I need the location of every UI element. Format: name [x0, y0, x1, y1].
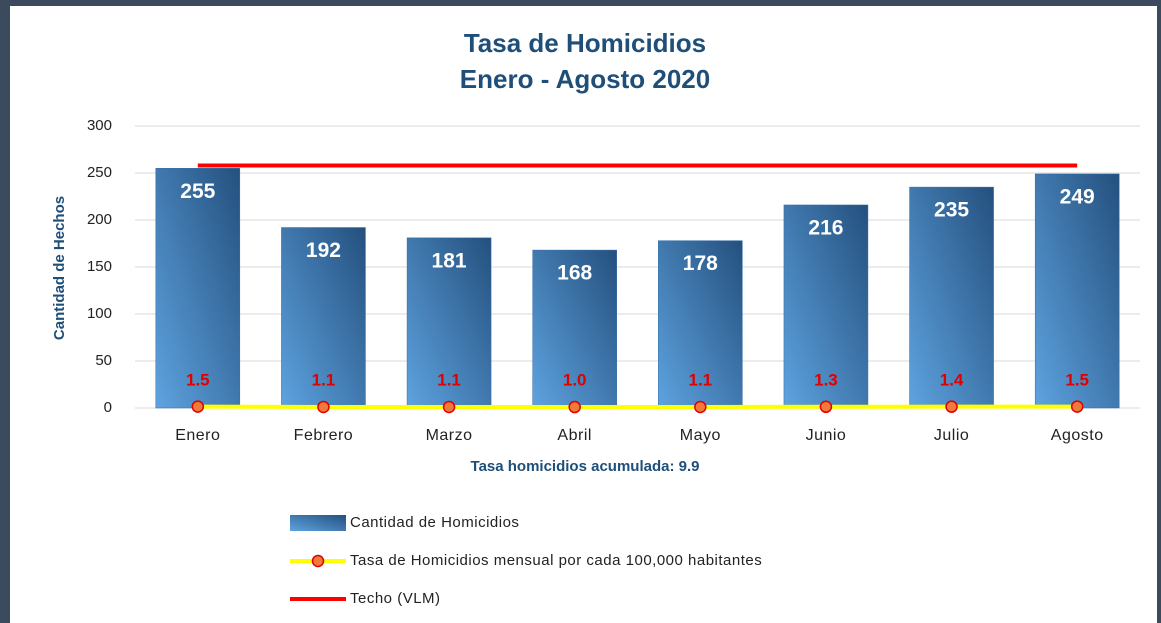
point	[1070, 400, 1084, 413]
point	[945, 400, 958, 413]
x-tick-label: Mayo	[680, 427, 721, 444]
y-tick-label: 0	[104, 399, 112, 416]
bar-value-label: 178	[683, 252, 718, 275]
bar	[532, 249, 617, 409]
x-tick-label: Marzo	[426, 427, 473, 444]
x-tick-label: Junio	[806, 427, 847, 444]
x-tick-label: Febrero	[294, 427, 354, 444]
x-tick-label: Enero	[175, 427, 220, 444]
y-tick-label: 300	[87, 117, 112, 134]
point	[191, 400, 205, 413]
legend-label: Tasa de Homicidios mensual por cada 100,…	[350, 552, 762, 569]
bar	[783, 204, 869, 409]
bar	[1034, 173, 1120, 409]
point	[568, 400, 581, 414]
bar	[909, 186, 994, 409]
bar	[658, 240, 743, 409]
legend-marker	[311, 554, 325, 568]
bar-value-label: 255	[180, 180, 215, 203]
legend-label: Cantidad de Homicidios	[350, 514, 519, 531]
point-value-label: 1.0	[563, 370, 587, 389]
point-value-label: 1.1	[437, 370, 461, 389]
y-tick-label: 150	[87, 258, 112, 275]
point-value-label: 1.5	[186, 370, 210, 389]
y-tick-label: 50	[95, 352, 112, 369]
y-axis-label: Cantidad de Hechos	[51, 196, 68, 340]
x-tick-label: Agosto	[1051, 427, 1104, 444]
bar-value-label: 181	[432, 249, 467, 272]
y-tick-label: 200	[87, 211, 112, 228]
point	[442, 400, 456, 414]
chart-title: Tasa de Homicidios	[464, 28, 706, 58]
y-tick-label: 250	[87, 164, 112, 181]
bar	[281, 227, 366, 409]
y-tick-label: 100	[87, 305, 112, 322]
x-tick-label: Abril	[557, 427, 592, 444]
bar-value-label: 168	[557, 262, 592, 285]
legend-label: Techo (VLM)	[350, 590, 441, 607]
chart: Tasa de Homicidios Enero - Agosto 2020 C…	[51, 28, 1140, 607]
bar-value-label: 235	[934, 199, 969, 222]
point	[317, 400, 330, 414]
chart-subtitle: Enero - Agosto 2020	[460, 64, 710, 94]
point-value-label: 1.4	[940, 370, 964, 389]
bar-value-label: 216	[808, 217, 843, 240]
point-value-label: 1.1	[312, 370, 336, 389]
legend-swatch	[290, 515, 346, 531]
point-value-label: 1.1	[688, 370, 712, 389]
bar-value-label: 192	[306, 239, 341, 262]
point-value-label: 1.3	[814, 370, 838, 389]
bar	[406, 237, 492, 409]
point-value-label: 1.5	[1065, 370, 1089, 389]
bar-value-label: 249	[1060, 185, 1095, 208]
x-tick-label: Julio	[934, 427, 969, 444]
point	[694, 400, 707, 414]
point	[819, 400, 833, 414]
annotation: Tasa homicidios acumulada: 9.9	[471, 458, 700, 475]
